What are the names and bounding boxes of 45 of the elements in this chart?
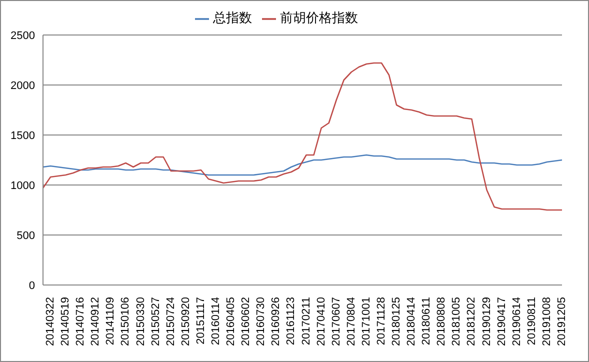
x-tick-label: 20160926: [270, 297, 282, 346]
y-tick-label: 0: [28, 280, 35, 292]
x-tick-label: 20170410: [315, 297, 328, 346]
x-tick-label: 20150527: [150, 297, 162, 346]
x-tick-label: 20160405: [225, 297, 238, 346]
x-tick-label: 20170607: [330, 297, 342, 346]
x-tick-label: 20150330: [134, 297, 147, 346]
x-tick-label: 20170211: [300, 297, 312, 346]
x-tick-label: 20191008: [540, 297, 553, 346]
y-tick-label: 2000: [10, 80, 35, 92]
x-tick-label: 20190614: [510, 297, 523, 346]
x-tick-label: 20141109: [104, 297, 117, 346]
x-tick-label: 20170804: [345, 297, 358, 346]
x-tick-label: 20150920: [180, 297, 192, 346]
y-tick-label: 2500: [10, 30, 35, 42]
x-tick-label: 20150724: [164, 297, 177, 346]
x-tick-label: 20191205: [556, 297, 568, 346]
x-tick-label: 20190129: [480, 297, 493, 346]
x-tick-label: 20160114: [210, 297, 222, 346]
x-tick-label: 20180125: [390, 297, 403, 346]
x-tick-label: 20171128: [375, 297, 388, 346]
x-tick-label: 20140519: [60, 297, 72, 346]
x-tick-label: 20140912: [90, 297, 102, 346]
x-tick-label: 20190417: [496, 297, 508, 346]
x-tick-label: 20180611: [420, 297, 433, 346]
legend-label: 前胡价格指数: [280, 10, 358, 25]
x-tick-label: 20160730: [255, 297, 268, 346]
x-tick-label: 20150106: [120, 297, 132, 346]
line-series: [42, 154, 563, 176]
x-tick-label: 20140716: [74, 297, 87, 346]
x-tick-label: 20161123: [285, 297, 298, 346]
x-tick-label: 20181202: [466, 297, 478, 346]
legend-label: 总指数: [213, 10, 252, 25]
x-tick-label: 20181005: [450, 297, 463, 346]
line-series: [42, 62, 563, 211]
x-tick-label: 20180808: [436, 297, 448, 346]
y-tick-label: 1000: [10, 180, 35, 192]
y-tick-label: 1500: [10, 130, 35, 142]
x-tick-label: 20140322: [44, 297, 57, 346]
x-tick-label: 20171001: [360, 297, 372, 346]
x-tick-label: 20160602: [240, 297, 252, 346]
x-tick-label: 20151117: [194, 297, 207, 344]
x-tick-label: 20190811: [526, 297, 538, 346]
x-tick-label: 20180414: [406, 297, 418, 346]
y-tick-label: 500: [16, 230, 35, 242]
